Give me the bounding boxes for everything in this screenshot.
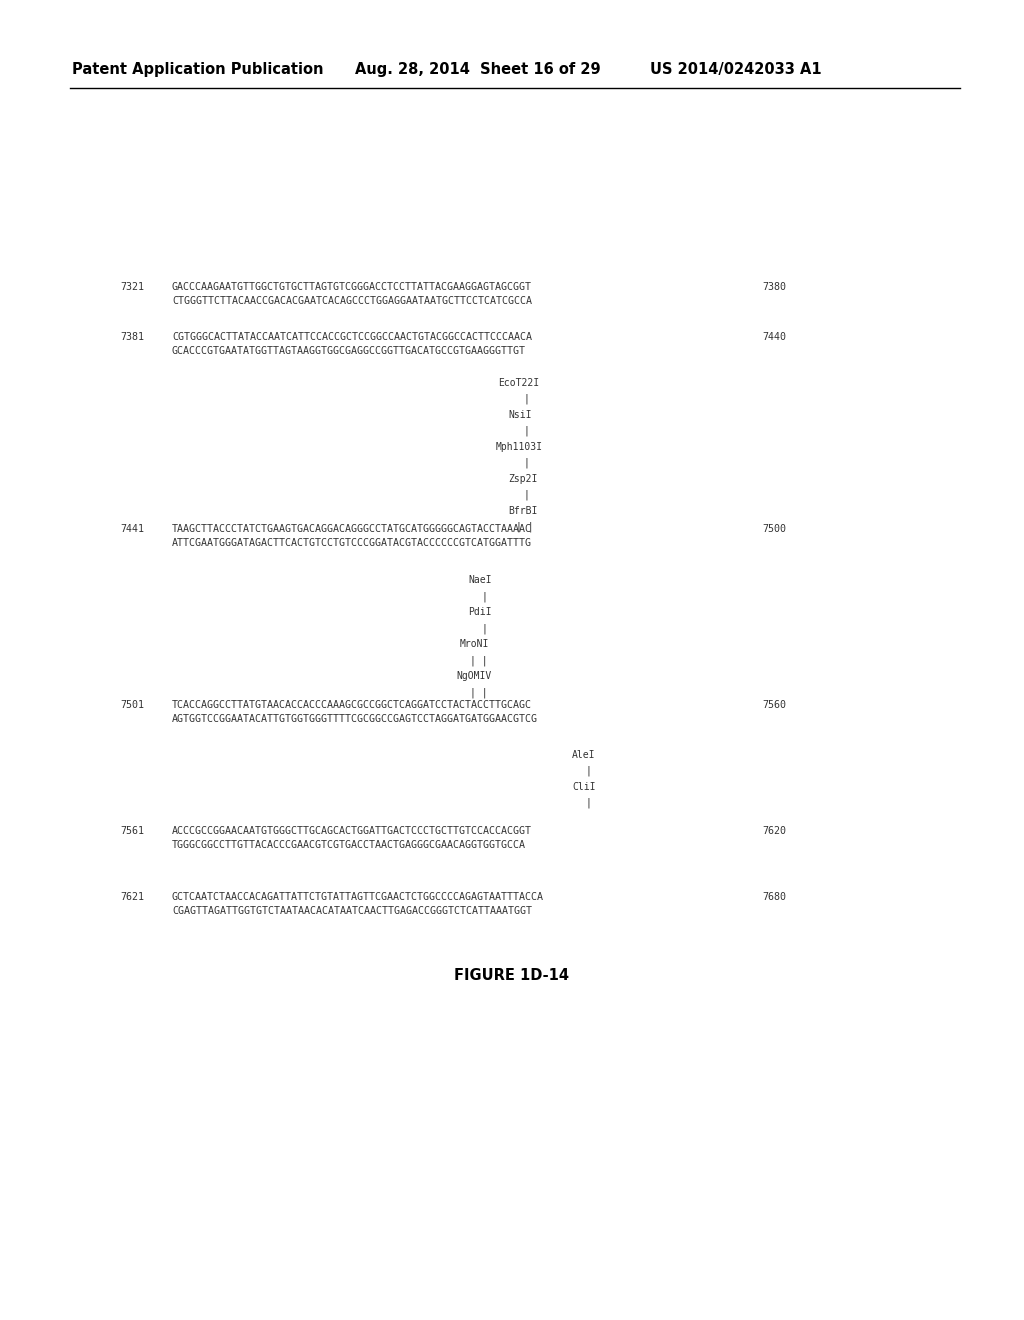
Text: FIGURE 1D-14: FIGURE 1D-14 <box>455 968 569 983</box>
Text: Zsp2I: Zsp2I <box>508 474 538 484</box>
Text: 7561: 7561 <box>120 826 144 836</box>
Text: | |: | | <box>470 655 487 665</box>
Text: TAAGCTTACCCTATCTGAAGTGACAGGACAGGGCCTATGCATGGGGGCAGTACCTAAAAC: TAAGCTTACCCTATCTGAAGTGACAGGACAGGGCCTATGC… <box>172 524 532 535</box>
Text: CGTGGGCACTTATACCAATCATTCCACCGCTCCGGCCAACTGTACGGCCACTTCCCAACA: CGTGGGCACTTATACCAATCATTCCACCGCTCCGGCCAAC… <box>172 333 532 342</box>
Text: TCACCAGGCCTTATGTAACACCACCCAAAGCGCCGGCTCAGGATCCTACTACCTTGCAGC: TCACCAGGCCTTATGTAACACCACCCAAAGCGCCGGCTCA… <box>172 700 532 710</box>
Text: MroNI: MroNI <box>460 639 489 649</box>
Text: 7440: 7440 <box>762 333 786 342</box>
Text: GCTCAATCTAACCACAGATTATTCTGTATTAGTTCGAACTCTGGCCCCAGAGTAATTTACCA: GCTCAATCTAACCACAGATTATTCTGTATTAGTTCGAACT… <box>172 892 544 902</box>
Text: |: | <box>586 766 592 776</box>
Text: 7500: 7500 <box>762 524 786 535</box>
Text: |: | <box>524 426 529 437</box>
Text: PdiI: PdiI <box>468 607 492 616</box>
Text: NaeI: NaeI <box>468 576 492 585</box>
Text: |: | <box>586 799 592 808</box>
Text: |: | <box>524 458 529 469</box>
Text: AleI: AleI <box>572 750 596 760</box>
Text: 7621: 7621 <box>120 892 144 902</box>
Text: 7501: 7501 <box>120 700 144 710</box>
Text: ATTCGAATGGGATAGACTTCACTGTCCTGTCCCGGATACGTACCCCCCGTCATGGATTTG: ATTCGAATGGGATAGACTTCACTGTCCTGTCCCGGATACG… <box>172 539 532 548</box>
Text: US 2014/0242033 A1: US 2014/0242033 A1 <box>650 62 821 77</box>
Text: 7620: 7620 <box>762 826 786 836</box>
Text: |: | <box>524 490 529 500</box>
Text: ACCCGCCGGAACAATGTGGGCTTGCAGCACTGGATTGACTCCCTGCTTGTCCACCACGGT: ACCCGCCGGAACAATGTGGGCTTGCAGCACTGGATTGACT… <box>172 826 532 836</box>
Text: 7560: 7560 <box>762 700 786 710</box>
Text: CTGGGTTCTTACAACCGACACGAATCACAGCCCTGGAGGAATAATGCTTCCTCATCGCCA: CTGGGTTCTTACAACCGACACGAATCACAGCCCTGGAGGA… <box>172 296 532 306</box>
Text: CGAGTTAGATTGGTGTCTAATAACACATAATCAACTTGAGACCGGGTCTCATTAAATGGT: CGAGTTAGATTGGTGTCTAATAACACATAATCAACTTGAG… <box>172 906 532 916</box>
Text: 7381: 7381 <box>120 333 144 342</box>
Text: 7321: 7321 <box>120 282 144 292</box>
Text: |: | <box>482 591 487 602</box>
Text: GACCCAAGAATGTTGGCTGTGCTTAGTGTCGGGACCTCCTTATTACGAAGGAGTAGCGGT: GACCCAAGAATGTTGGCTGTGCTTAGTGTCGGGACCTCCT… <box>172 282 532 292</box>
Text: EcoT22I: EcoT22I <box>498 378 539 388</box>
Text: |: | <box>524 393 529 404</box>
Text: Mph1103I: Mph1103I <box>496 442 543 451</box>
Text: NgOMIV: NgOMIV <box>456 671 492 681</box>
Text: GCACCCGTGAATATGGTTAGTAAGGTGGCGAGGCCGGTTGACATGCCGTGAAGGGTTGT: GCACCCGTGAATATGGTTAGTAAGGTGGCGAGGCCGGTTG… <box>172 346 526 356</box>
Text: NsiI: NsiI <box>508 411 531 420</box>
Text: Patent Application Publication: Patent Application Publication <box>72 62 324 77</box>
Text: | |: | | <box>470 686 487 697</box>
Text: 7441: 7441 <box>120 524 144 535</box>
Text: 7680: 7680 <box>762 892 786 902</box>
Text: AGTGGTCCGGAATACATTGTGGTGGGTTTTCGCGGCCGAGTCCTAGGATGATGGAACGTCG: AGTGGTCCGGAATACATTGTGGTGGGTTTTCGCGGCCGAG… <box>172 714 538 723</box>
Text: CliI: CliI <box>572 781 596 792</box>
Text: TGGGCGGCCTTGTTACACCCGAACGTCGTGACCTAACTGAGGGCGAACAGGTGGTGCCA: TGGGCGGCCTTGTTACACCCGAACGTCGTGACCTAACTGA… <box>172 840 526 850</box>
Text: 7380: 7380 <box>762 282 786 292</box>
Text: |: | <box>482 623 487 634</box>
Text: BfrBI: BfrBI <box>508 506 538 516</box>
Text: | |: | | <box>516 521 534 532</box>
Text: Aug. 28, 2014  Sheet 16 of 29: Aug. 28, 2014 Sheet 16 of 29 <box>355 62 601 77</box>
